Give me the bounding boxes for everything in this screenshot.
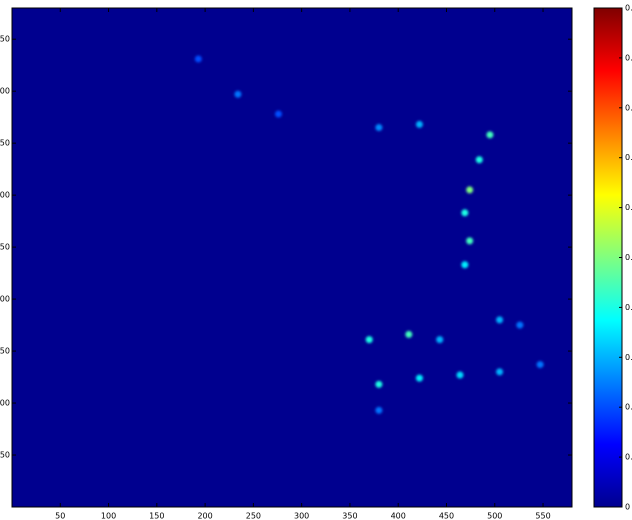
heat-spot: [486, 131, 494, 139]
heat-spot: [375, 124, 383, 132]
heat-spot: [415, 374, 423, 382]
x-tick-label: 500: [487, 512, 502, 520]
colorbar-tick-label: 0.4: [625, 103, 632, 112]
colorbar-tick-label: 0: [625, 503, 630, 512]
heat-spot: [274, 110, 282, 118]
heat-spot: [194, 55, 202, 63]
x-tick-label: 350: [342, 512, 357, 520]
heat-spot: [461, 209, 469, 217]
heat-spot: [496, 368, 504, 376]
y-tick-label: 50: [0, 451, 10, 460]
y-tick-label: 250: [0, 243, 10, 252]
y-tick-label: 300: [0, 191, 10, 200]
x-tick-label: 100: [101, 512, 116, 520]
heat-spot: [466, 186, 474, 194]
heat-spot: [496, 316, 504, 324]
heat-spot: [375, 380, 383, 388]
y-tick-label: 100: [0, 399, 10, 408]
colorbar-tick-label: 0.2: [625, 303, 632, 312]
heat-spot: [365, 336, 373, 344]
heat-spot: [475, 156, 483, 164]
heat-spot: [466, 237, 474, 245]
heat-spot: [456, 371, 464, 379]
heat-spot: [415, 120, 423, 128]
colorbar-tick-label: 0.5: [625, 4, 632, 13]
colorbar-tick-label: 0.3: [625, 203, 632, 212]
x-tick-label: 50: [55, 512, 65, 520]
colorbar-tick-label: 0.25: [625, 253, 632, 262]
x-tick-label: 150: [149, 512, 164, 520]
y-tick-label: 150: [0, 347, 10, 356]
x-tick-label: 300: [294, 512, 309, 520]
y-tick-label: 200: [0, 295, 10, 304]
y-tick-label: 400: [0, 87, 10, 96]
heat-spot: [375, 406, 383, 414]
x-tick-label: 450: [439, 512, 454, 520]
heat-spot: [234, 90, 242, 98]
colorbar-tick-label: 0.1: [625, 403, 632, 412]
colorbar-tick-label: 0.45: [625, 53, 632, 62]
colorbar-tick-label: 0.15: [625, 353, 632, 362]
heat-layer: [194, 55, 544, 414]
heat-spot: [536, 361, 544, 369]
heat-spot: [461, 261, 469, 269]
x-tick-label: 550: [535, 512, 550, 520]
x-tick-label: 200: [197, 512, 212, 520]
heat-spot: [405, 330, 413, 338]
colorbar-tick-label: 0.05: [625, 453, 632, 462]
x-tick-label: 400: [391, 512, 406, 520]
x-tick-label: 250: [246, 512, 261, 520]
plot-area: [11, 7, 573, 508]
colorbar-tick-label: 0.35: [625, 153, 632, 162]
y-tick-label: 350: [0, 139, 10, 148]
heat-spot: [436, 336, 444, 344]
y-tick-label: 450: [0, 35, 10, 44]
colorbar: [593, 7, 623, 508]
heat-spot: [516, 321, 524, 329]
